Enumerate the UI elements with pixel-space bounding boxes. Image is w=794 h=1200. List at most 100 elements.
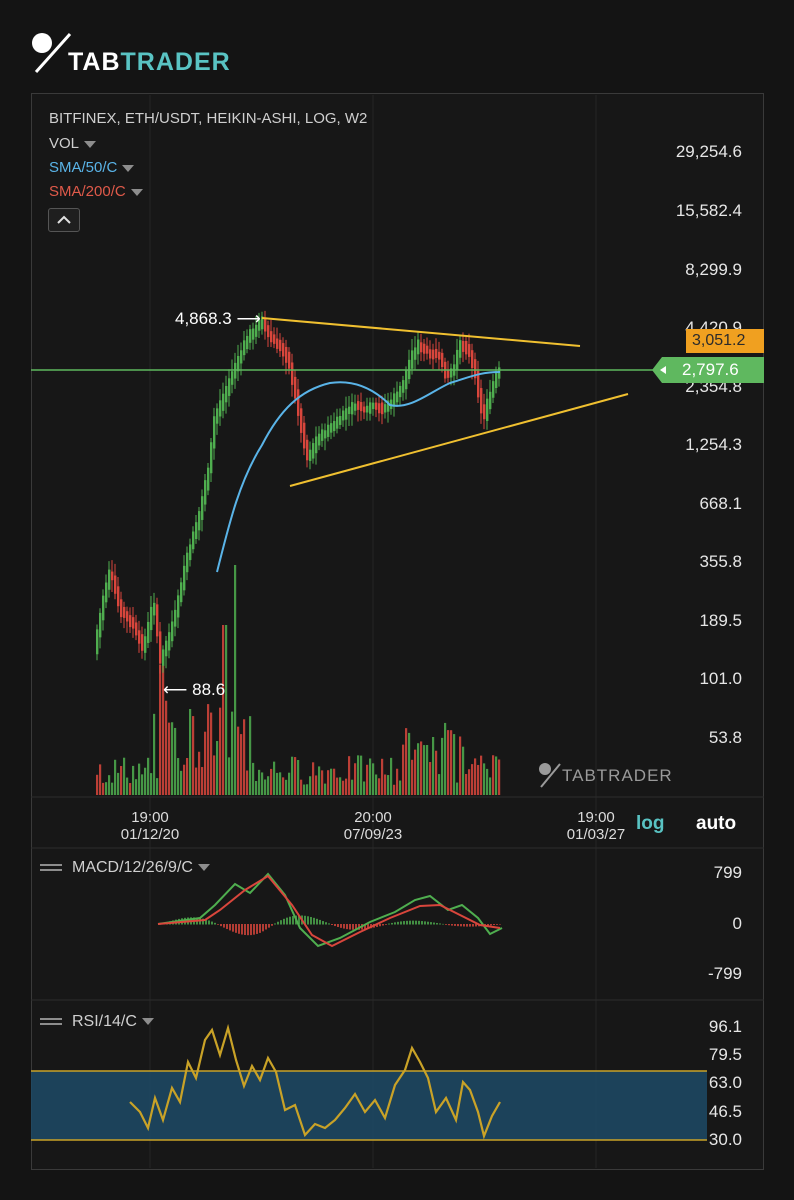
macd-histogram-bar — [466, 924, 468, 927]
volume-bar — [234, 565, 237, 795]
rsi-axis-30: 30.0 — [708, 1130, 742, 1149]
drag-handle-icon[interactable] — [40, 861, 62, 874]
candle-body — [222, 393, 225, 411]
macd-histogram-bar — [235, 924, 237, 933]
macd-histogram-bar — [352, 924, 354, 930]
volume-bar — [228, 757, 231, 795]
volume-bar — [144, 767, 147, 795]
volume-bar — [411, 759, 414, 795]
macd-histogram-bar — [340, 924, 342, 928]
volume-bar — [432, 736, 435, 795]
indicator-vol[interactable]: VOL — [49, 135, 97, 152]
indicator-sma200[interactable]: SMA/200/C — [49, 183, 143, 200]
volume-bar — [405, 728, 408, 795]
chevron-down-icon[interactable] — [122, 164, 135, 172]
macd-histogram-bar — [487, 924, 489, 926]
chevron-down-icon[interactable] — [197, 864, 210, 872]
chevron-down-icon[interactable] — [141, 1018, 154, 1026]
candle-body — [366, 405, 369, 413]
candle-body — [285, 346, 288, 363]
auto-scale-button[interactable]: auto — [696, 813, 737, 834]
volume-bar — [480, 755, 483, 795]
logo-mark-icon — [32, 32, 72, 74]
candle-body — [327, 424, 330, 437]
volume-bar — [231, 711, 234, 795]
volume-bar — [213, 755, 216, 795]
candle-body — [126, 611, 129, 622]
low-annotation: ⟵ 88.6 — [163, 680, 226, 699]
volume-bar — [492, 755, 495, 795]
volume-bar — [426, 745, 429, 795]
volume-bar — [453, 734, 456, 795]
candle-body — [273, 334, 276, 344]
candle-body — [378, 403, 381, 414]
volume-bar — [462, 746, 465, 795]
macd-histogram-bar — [229, 924, 231, 931]
volume-bar — [399, 780, 402, 795]
macd-histogram-bar — [367, 924, 369, 929]
candle-body — [150, 606, 153, 631]
overlay-lines — [31, 317, 660, 573]
alert-price-tag[interactable]: 3,051.2 — [686, 329, 764, 353]
chart-header: BITFINEX, ETH/USDT, HEIKIN-ASHI, LOG, W2 — [49, 110, 368, 127]
price-axis-label: 53.8 — [708, 728, 742, 747]
candle-body — [345, 408, 348, 420]
chart-container[interactable] — [31, 93, 764, 1170]
macd-histogram-bar — [430, 922, 432, 925]
volume-bar — [135, 779, 138, 795]
volume-bar — [315, 775, 318, 795]
volume-bar — [330, 768, 333, 795]
price-axis-label: 189.5 — [699, 611, 742, 630]
volume-bar — [354, 763, 357, 795]
candle-body — [216, 408, 219, 424]
volume-bar — [294, 757, 297, 795]
macd-histogram-bar — [277, 921, 279, 925]
volume-bar — [342, 780, 345, 795]
macd-histogram-bar — [217, 924, 219, 925]
candle-body — [135, 622, 138, 636]
candle-body — [303, 422, 306, 449]
candle-body — [132, 617, 135, 629]
candle-body — [108, 569, 111, 590]
candle-body — [102, 595, 105, 621]
volume-bar — [345, 778, 348, 795]
drag-handle-icon[interactable] — [40, 1015, 62, 1028]
macd-histogram-bar — [313, 917, 315, 925]
macd-line — [157, 872, 503, 948]
collapse-legend-button[interactable] — [48, 208, 80, 232]
candle-body — [306, 439, 309, 461]
volume-bar — [276, 772, 279, 795]
rsi-line — [129, 1023, 501, 1140]
macd-histogram-bar — [454, 924, 456, 926]
candle-body — [120, 599, 123, 618]
macd-histogram-bar — [322, 921, 324, 925]
macd-histogram-bar — [493, 924, 495, 926]
macd-histogram-bar — [247, 924, 249, 936]
candle-body — [495, 372, 498, 389]
chevron-down-icon[interactable] — [130, 188, 143, 196]
candle-body — [483, 404, 486, 420]
volume-bar — [126, 777, 129, 795]
volume-bar — [249, 716, 252, 795]
rsi-title[interactable]: RSI/14/C — [40, 1013, 154, 1031]
volume-bar — [417, 743, 420, 795]
indicator-sma50[interactable]: SMA/50/C — [49, 159, 135, 176]
log-scale-button[interactable]: log — [636, 813, 665, 834]
candle-body — [393, 393, 396, 407]
price-axis-label: 355.8 — [699, 552, 742, 571]
candle-body — [165, 640, 168, 657]
candle-body — [339, 415, 342, 425]
macd-histogram-bar — [406, 920, 408, 925]
volume-bar — [273, 761, 276, 795]
chevron-down-icon[interactable] — [84, 140, 97, 148]
macd-title[interactable]: MACD/12/26/9/C — [40, 859, 210, 877]
volume-bar — [270, 768, 273, 795]
logo-text: TABTRADER — [68, 48, 231, 76]
volume-bar — [168, 722, 171, 795]
volume-bar — [153, 713, 156, 795]
candle-body — [351, 402, 354, 415]
volume-bar — [264, 779, 267, 795]
volume-bar — [366, 764, 369, 795]
volume-bar — [378, 778, 381, 795]
